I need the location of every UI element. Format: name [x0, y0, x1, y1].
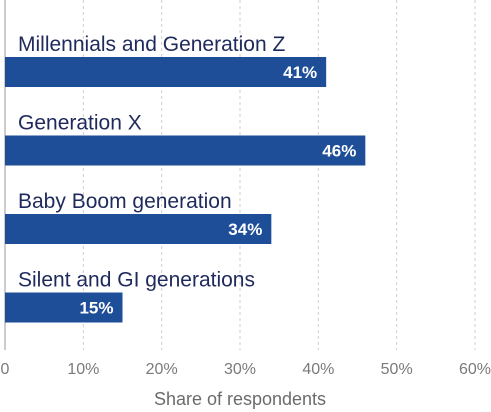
- bars: Millennials and Generation Z 41% Generatio…: [5, 33, 366, 323]
- x-tick-label: 0: [1, 361, 10, 378]
- x-tick-label: 40%: [302, 361, 334, 378]
- data-label: 15%: [79, 299, 113, 318]
- category-label: Millennials and Generation Z: [18, 33, 285, 56]
- data-label: 34%: [228, 220, 262, 239]
- bar: [5, 292, 123, 323]
- x-tick-label: 60%: [459, 361, 491, 378]
- gridlines: [82, 0, 476, 350]
- bar: [5, 214, 272, 244]
- data-label: 46%: [322, 142, 356, 161]
- bar: [5, 135, 366, 166]
- x-tick-label: 20%: [146, 361, 178, 378]
- bar: [5, 57, 327, 87]
- x-tick-label: 50%: [381, 361, 413, 378]
- x-tick-label: 10%: [67, 361, 99, 378]
- data-label: 41%: [283, 63, 317, 82]
- x-axis-title: Share of respondents: [154, 389, 326, 409]
- category-label: Silent and GI generations: [18, 269, 255, 292]
- category-label: Generation X: [18, 112, 142, 135]
- category-label: Baby Boom generation: [18, 190, 232, 213]
- x-tick-label: 30%: [224, 361, 256, 378]
- x-axis-ticks: 0 10% 20% 30% 40% 50% 60%: [1, 361, 491, 378]
